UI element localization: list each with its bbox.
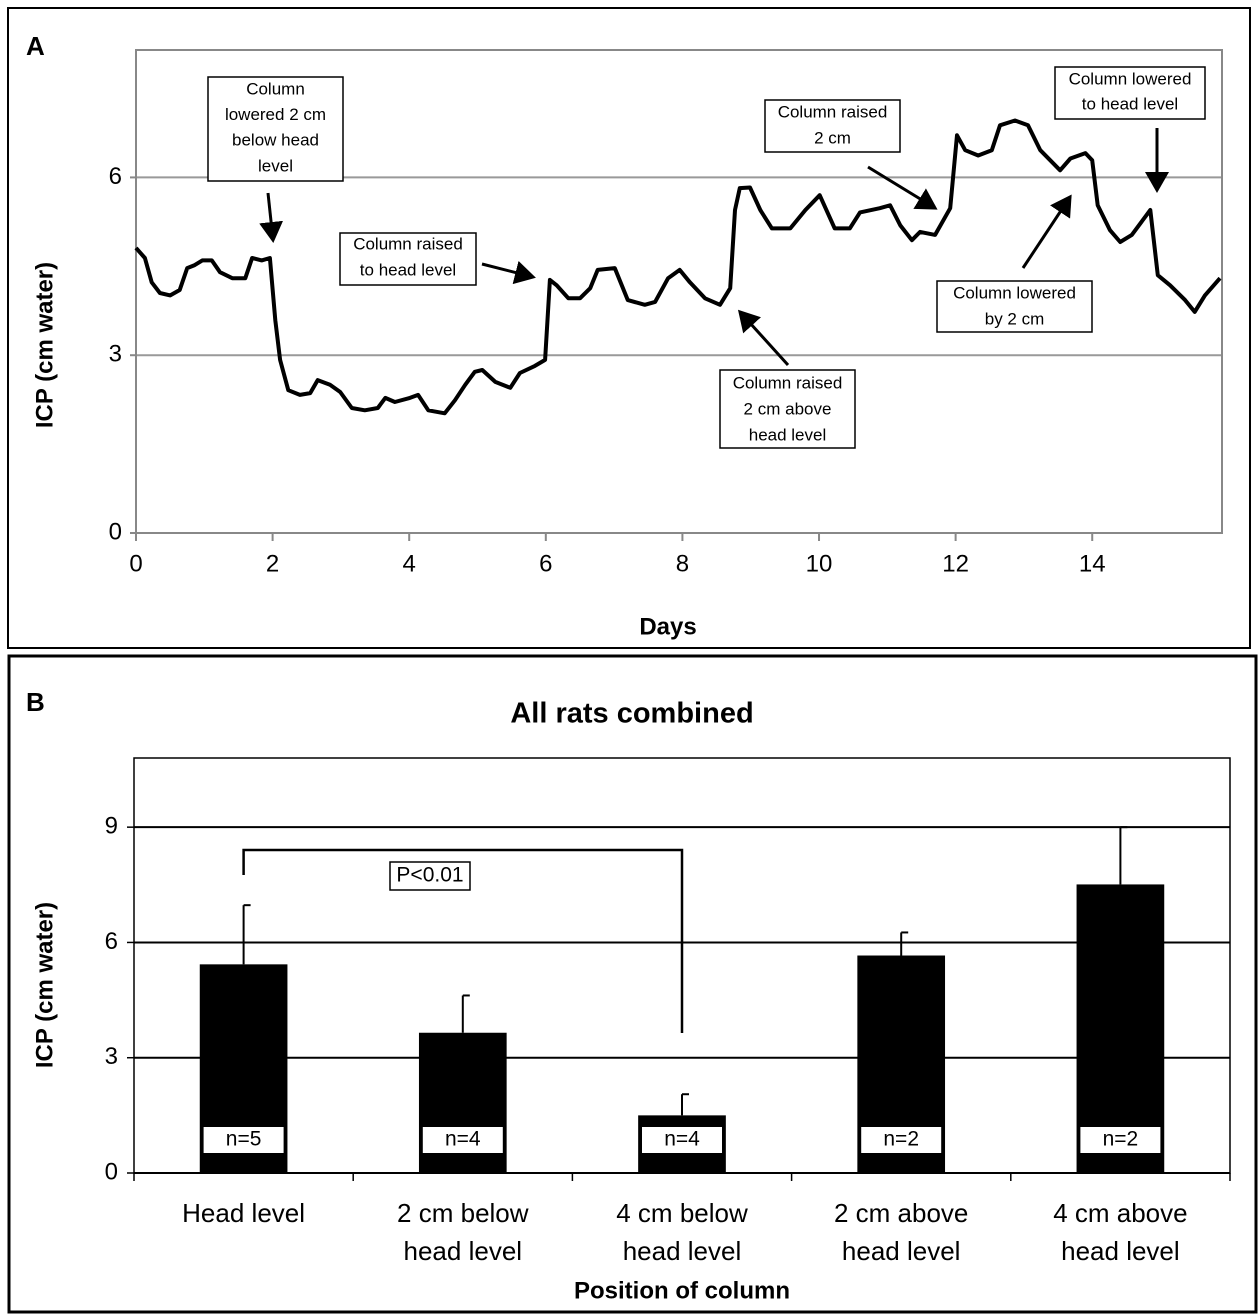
- significance-bracket: [242, 848, 684, 1033]
- panel-frame: [7, 7, 1251, 649]
- n-label: n=5: [226, 1128, 262, 1151]
- x-tick-label: 2 cm below: [397, 1198, 529, 1228]
- significance-box: [389, 861, 471, 891]
- annotation-text: Column lowered: [953, 283, 1076, 302]
- annotation-text: lowered 2 cm: [225, 105, 326, 124]
- annotation-text: level: [258, 156, 293, 175]
- n-label-box: [861, 1127, 942, 1153]
- x-tick-label: 4 cm above: [1053, 1198, 1187, 1228]
- annotation-text: Column: [246, 79, 305, 98]
- annotation-arrow: [867, 165, 938, 210]
- x-tick-label: 12: [942, 550, 969, 577]
- x-tick-label: 6: [539, 550, 552, 577]
- x-tick-label: 10: [806, 550, 833, 577]
- annotation-box: [339, 232, 477, 286]
- annotation-box: [207, 76, 344, 182]
- panel-frame: [7, 654, 1258, 1314]
- bar: [1076, 884, 1165, 1173]
- y-tick-label: 3: [109, 341, 122, 368]
- x-tick-label: 2 cm above: [834, 1198, 968, 1228]
- panel-label: B: [26, 687, 45, 717]
- y-tick-label: 6: [105, 928, 118, 955]
- panel-label: A: [26, 31, 45, 61]
- annotation-text: to head level: [360, 260, 456, 279]
- n-label-box: [203, 1127, 284, 1153]
- chart-title: All rats combined: [510, 698, 753, 730]
- y-tick-label: 3: [105, 1043, 118, 1070]
- significance-label: P<0.01: [396, 864, 463, 887]
- y-tick-label: 6: [109, 163, 122, 190]
- x-tick-label: 8: [676, 550, 689, 577]
- annotation-text: to head level: [1082, 94, 1178, 113]
- annotation-text: by 2 cm: [985, 309, 1045, 328]
- x-tick-label: 2: [266, 550, 279, 577]
- annotation-arrow: [259, 192, 284, 243]
- x-tick-label: head level: [404, 1236, 523, 1266]
- n-label: n=4: [445, 1128, 481, 1151]
- annotation-box: [764, 99, 901, 153]
- annotation-text: 2 cm above: [744, 399, 832, 418]
- annotation-box: [1054, 66, 1206, 120]
- n-label: n=2: [1103, 1128, 1139, 1151]
- annotation-text: 2 cm: [814, 128, 851, 147]
- n-label: n=4: [664, 1128, 700, 1151]
- annotation-text: Column lowered: [1069, 69, 1192, 88]
- n-label: n=2: [883, 1128, 919, 1151]
- annotation-arrow: [481, 260, 536, 285]
- x-axis-title: Position of column: [574, 1277, 790, 1304]
- y-tick-label: 9: [105, 813, 118, 840]
- annotation-text: Column raised: [733, 373, 843, 392]
- annotation-arrow: [1021, 194, 1072, 269]
- y-axis-title: ICP (cm water): [31, 902, 58, 1068]
- plot-frame: [135, 49, 1223, 534]
- x-tick-label: 4 cm below: [616, 1198, 748, 1228]
- x-tick-label: 14: [1079, 550, 1106, 577]
- annotation-text: Column raised: [353, 234, 463, 253]
- x-tick-label: head level: [623, 1236, 742, 1266]
- n-label-box: [422, 1127, 503, 1153]
- y-axis-title: ICP (cm water): [31, 262, 58, 428]
- data-line: [134, 118, 1222, 416]
- annotation-text: below head: [232, 131, 319, 150]
- x-tick-label: 0: [129, 550, 142, 577]
- y-tick-label: 0: [105, 1158, 118, 1185]
- x-tick-label: head level: [842, 1236, 961, 1266]
- x-tick-label: 4: [403, 550, 416, 577]
- annotation-box: [719, 369, 856, 449]
- n-label-box: [642, 1127, 722, 1153]
- y-tick-label: 0: [109, 518, 122, 545]
- annotation-arrow: [737, 309, 790, 367]
- x-tick-label: head level: [1061, 1236, 1180, 1266]
- x-axis-title: Days: [639, 613, 696, 640]
- annotation-text: head level: [749, 425, 827, 444]
- n-label-box: [1080, 1127, 1161, 1153]
- annotation-box: [936, 280, 1093, 333]
- annotation-text: Column raised: [778, 102, 888, 121]
- x-tick-label: Head level: [182, 1198, 305, 1228]
